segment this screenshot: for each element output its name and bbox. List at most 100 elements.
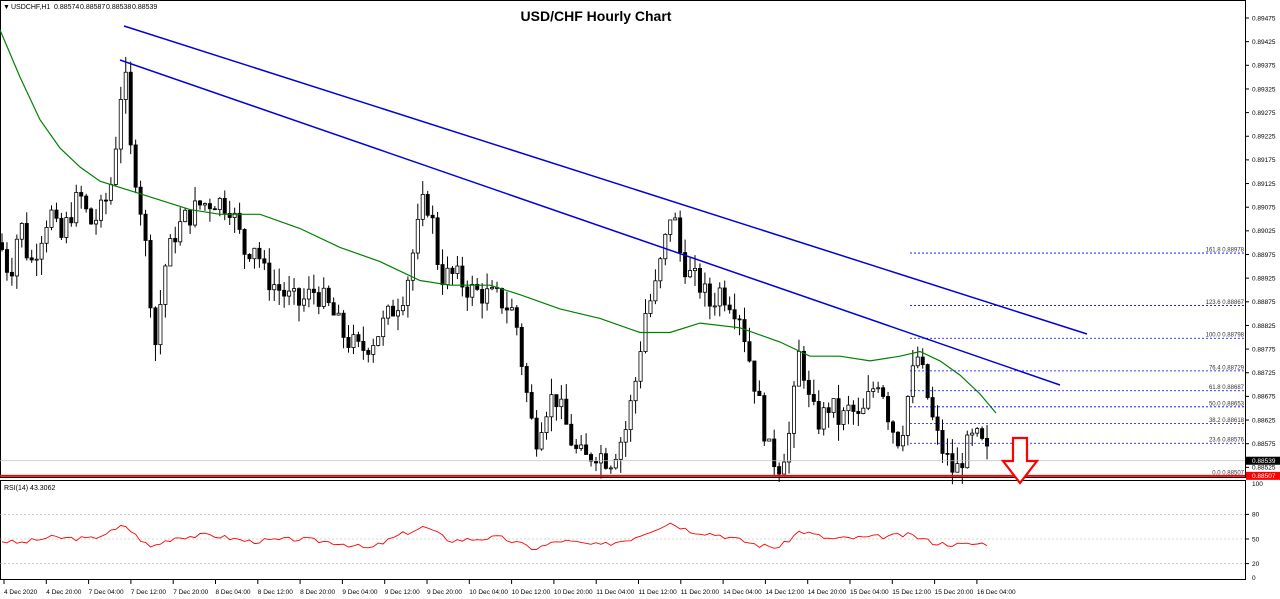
candle-body (425, 194, 430, 216)
price-tick-label: 0.88675 (1252, 394, 1276, 401)
price-tick-label: 0.88875 (1252, 299, 1276, 306)
candle-body (485, 288, 490, 304)
candle-body (9, 271, 14, 277)
candle-body (549, 394, 554, 418)
candle-body (153, 307, 158, 346)
candle-body (826, 407, 831, 413)
candle-body (400, 305, 405, 312)
candle-body (287, 290, 292, 297)
price-tick-label: 0.89125 (1252, 181, 1276, 188)
rsi-line (1, 522, 988, 550)
time-tick-label: 16 Dec 04:00 (977, 589, 1016, 596)
fib-level-label: 38.2 0.88618 (1209, 418, 1245, 424)
time-tick-label: 8 Dec 12:00 (258, 589, 293, 596)
candle-body (633, 380, 638, 402)
candle-body (247, 253, 252, 260)
price-tick-label: 0.88525 (1252, 465, 1276, 472)
candle-body (856, 411, 861, 414)
time-tick-label: 15 Dec 04:00 (850, 589, 889, 596)
candle-body (727, 304, 732, 311)
candle-body (876, 387, 881, 390)
candle-body (69, 217, 74, 224)
time-tick-label: 10 Dec 12:00 (512, 589, 551, 596)
rsi-panel-frame (0, 480, 1246, 580)
candle-body (356, 334, 361, 342)
candle-body (569, 423, 574, 446)
time-tick-label: 14 Dec 04:00 (723, 589, 762, 596)
candle-body (673, 217, 678, 221)
candle-body (475, 283, 480, 290)
candle-body (534, 417, 539, 450)
price-tick-label: 0.89225 (1252, 134, 1276, 141)
rsi-label: RSI(14) 43.3062 (4, 485, 55, 492)
price-tick-label: 0.88625 (1252, 417, 1276, 424)
fib-level-label: 123.6 0.88867 (1206, 300, 1245, 306)
candle-body (960, 463, 965, 469)
symbol-high: 0.88587 (80, 4, 105, 11)
candle-body (866, 391, 871, 409)
support-price-badge (1246, 471, 1280, 480)
candle-body (29, 257, 34, 261)
candle-body (306, 288, 311, 300)
candle-body (717, 287, 722, 307)
candle-body (430, 214, 435, 219)
time-tick-label: 10 Dec 20:00 (554, 589, 593, 596)
candle-body (910, 365, 915, 397)
candle-body (113, 148, 118, 185)
rsi-tick-label: 20 (1252, 561, 1260, 568)
candle-body (589, 454, 594, 462)
candle-body (945, 452, 950, 455)
fib-level-label: 61.8 0.88687 (1209, 385, 1245, 391)
candle-body (24, 223, 29, 259)
candle-body (386, 305, 391, 319)
candle-body (118, 99, 123, 150)
candle-body (163, 265, 168, 305)
candle-body (440, 264, 445, 286)
time-tick-label: 10 Dec 04:00 (469, 589, 508, 596)
price-tick-label: 0.89325 (1252, 86, 1276, 93)
candle-body (222, 197, 227, 214)
price-tick-label: 0.88775 (1252, 346, 1276, 353)
candle-body (777, 466, 782, 475)
time-tick-label: 11 Dec 20:00 (681, 589, 720, 596)
current-price-badge (1246, 456, 1280, 465)
candle-body (950, 453, 955, 473)
symbol-close: 0.88539 (132, 4, 157, 11)
candle-body (19, 223, 24, 240)
candle-body (920, 356, 925, 365)
candle-body (405, 279, 410, 306)
candle-body (638, 351, 643, 382)
candle-body (792, 385, 797, 434)
time-tick-label: 8 Dec 20:00 (300, 589, 335, 596)
candle-body (796, 350, 801, 387)
candle-body (311, 288, 316, 293)
candle-body (202, 203, 207, 206)
candle-body (519, 326, 524, 367)
time-axis: 4 Dec 2020 4 Dec 20:00 7 Dec 04:00 7 Dec 12… (3, 580, 1016, 596)
candle-body (39, 242, 44, 260)
candle-body (544, 416, 549, 433)
candle-body (316, 292, 321, 307)
lower-trendline (119, 59, 1061, 386)
candle-body (722, 287, 727, 306)
candle-body (608, 467, 613, 470)
candle-body (564, 398, 569, 425)
candle-body (524, 366, 529, 393)
candle-body (267, 262, 272, 291)
candle-body (816, 401, 821, 430)
time-tick-label: 9 Dec 20:00 (427, 589, 462, 596)
fib-level-label: 23.6 0.88576 (1209, 438, 1245, 444)
candle-body (529, 392, 534, 419)
candle-body (509, 307, 514, 311)
candle-body (836, 398, 841, 425)
candle-body (594, 460, 599, 464)
candle-body (861, 407, 866, 414)
time-tick-label: 7 Dec 04:00 (89, 589, 124, 596)
candle-body (54, 209, 59, 219)
candle-body (84, 195, 89, 210)
candle-body (371, 345, 376, 355)
rsi-tick-label: 80 (1252, 512, 1260, 519)
price-tick-label: 0.88925 (1252, 275, 1276, 282)
candle-body (237, 212, 242, 230)
candle-body (752, 360, 757, 392)
